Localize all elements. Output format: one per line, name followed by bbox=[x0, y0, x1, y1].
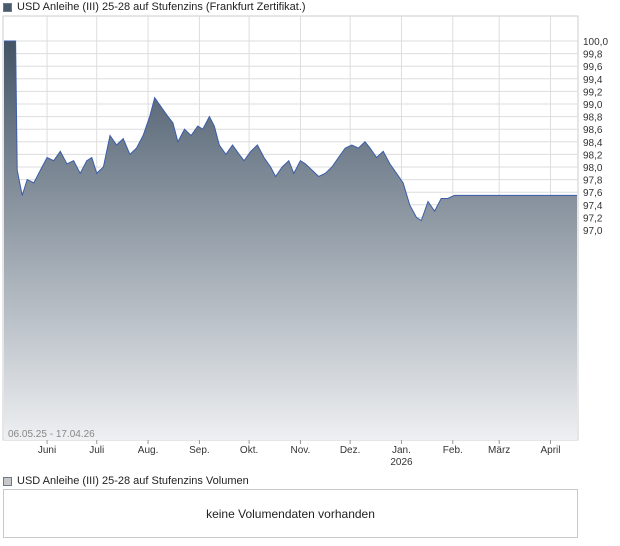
y-tick-label: 99,4 bbox=[583, 75, 603, 86]
series-swatch bbox=[3, 2, 12, 12]
y-tick-label: 97,8 bbox=[583, 176, 603, 187]
x-tick-label: März bbox=[488, 445, 510, 456]
x-year-label: 2026 bbox=[390, 457, 413, 468]
volume-title: USD Anleihe (III) 25-28 auf Stufenzins V… bbox=[17, 475, 249, 487]
chart-legend: USD Anleihe (III) 25-28 auf Stufenzins (… bbox=[3, 0, 306, 14]
x-tick-label: Juni bbox=[38, 445, 56, 456]
y-tick-label: 97,4 bbox=[583, 201, 603, 212]
price-chart: AKTIENCHECK 06.05.25 - 17.04.26 100,099,… bbox=[2, 15, 608, 468]
x-tick-label: Nov. bbox=[291, 445, 311, 456]
y-tick-label: 98,2 bbox=[583, 150, 603, 161]
y-axis: 100,099,899,699,499,299,098,898,698,498,… bbox=[583, 37, 608, 237]
volume-panel: keine Volumendaten vorhanden bbox=[3, 489, 578, 538]
price-line bbox=[4, 40, 577, 222]
y-tick-label: 99,2 bbox=[583, 87, 603, 98]
y-tick-label: 100,0 bbox=[583, 37, 608, 48]
x-tick-label: Okt. bbox=[240, 445, 258, 456]
y-tick-label: 98,0 bbox=[583, 163, 603, 174]
x-tick-label: Feb. bbox=[443, 445, 463, 456]
x-tick-label: Jan. bbox=[392, 445, 411, 456]
x-tick-label: Aug. bbox=[138, 445, 159, 456]
y-tick-label: 99,0 bbox=[583, 100, 603, 111]
x-tick-label: April bbox=[540, 445, 560, 456]
y-tick-label: 98,6 bbox=[583, 125, 603, 136]
y-tick-label: 98,8 bbox=[583, 113, 603, 124]
x-tick-label: Sep. bbox=[189, 445, 210, 456]
price-area bbox=[4, 41, 577, 440]
x-tick-label: Juli bbox=[89, 445, 104, 456]
volume-swatch bbox=[3, 476, 12, 486]
volume-legend: USD Anleihe (III) 25-28 auf Stufenzins V… bbox=[3, 474, 249, 488]
y-tick-label: 99,6 bbox=[583, 62, 603, 73]
y-tick-label: 98,4 bbox=[583, 138, 603, 149]
chart-title: USD Anleihe (III) 25-28 auf Stufenzins (… bbox=[17, 1, 306, 13]
volume-message: keine Volumendaten vorhanden bbox=[206, 506, 375, 521]
date-range-label: 06.05.25 - 17.04.26 bbox=[8, 429, 95, 440]
y-tick-label: 97,2 bbox=[583, 213, 603, 224]
x-axis: Juni Juli Aug. Sep. Okt. Nov. Dez. Jan.2026 Feb.… bbox=[38, 440, 561, 468]
y-tick-label: 97,0 bbox=[583, 226, 603, 237]
y-tick-label: 97,6 bbox=[583, 188, 603, 199]
x-tick-label: Dez. bbox=[340, 445, 361, 456]
y-tick-label: 99,8 bbox=[583, 50, 603, 61]
